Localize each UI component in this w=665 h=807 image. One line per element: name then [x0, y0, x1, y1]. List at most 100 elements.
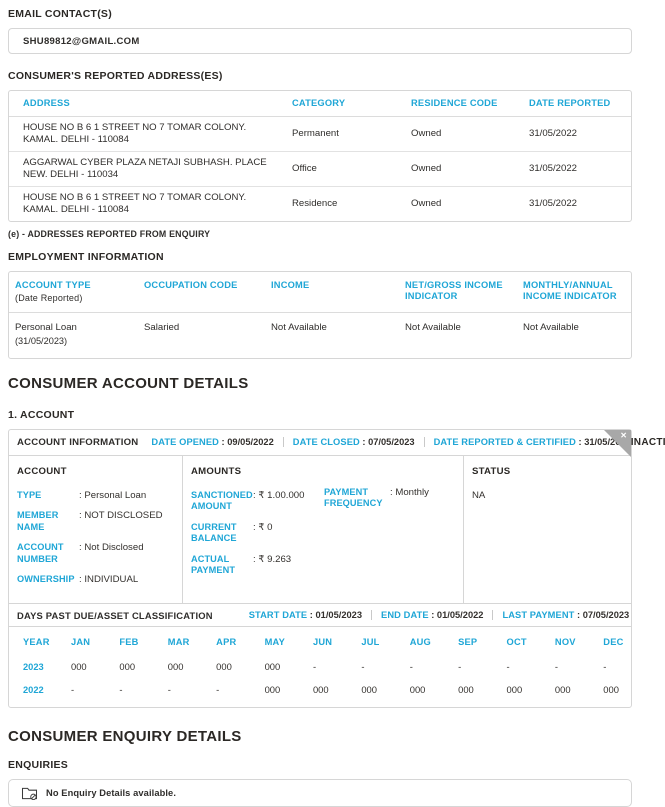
dpd-value: 000 — [167, 661, 184, 673]
employment-table: ACCOUNT TYPE (Date Reported) OCCUPATION … — [8, 271, 632, 359]
address-table-header: ADDRESS CATEGORY RESIDENCE CODE DATE REP… — [9, 91, 631, 118]
sanctioned-amount-label: SANCTIONED AMOUNT — [191, 489, 253, 512]
actual-payment-value: ₹ 9.263 — [253, 554, 291, 577]
address-section-title: CONSUMER'S REPORTED ADDRESS(ES) — [8, 70, 223, 82]
dpd-value: - — [603, 661, 607, 673]
amounts-column-heading: AMOUNTS — [191, 465, 242, 477]
ownership-label: OWNERSHIP — [17, 574, 75, 585]
sanctioned-amount-value: ₹ 1.00.000 — [253, 490, 304, 513]
dpd-row-2023: 2023 000 000 000 000 000 - - - - - - - — [9, 655, 631, 678]
current-balance-value: ₹ 0 — [253, 522, 272, 545]
address-footnote: (e) - ADDRESSES REPORTED FROM ENQUIRY — [8, 229, 211, 240]
account-number-label: ACCOUNT NUMBER — [17, 542, 64, 564]
occupation-code-cell: Salaried — [144, 322, 180, 334]
dpd-value: - — [506, 661, 510, 673]
account-information-label: ACCOUNT INFORMATION — [17, 436, 139, 448]
payment-frequency-value: Monthly — [390, 487, 429, 510]
address-cell: HOUSE NO B 6 1 STREET NO 7 TOMAR COLONY.… — [23, 192, 247, 216]
address-row: HOUSE NO B 6 1 STREET NO 7 TOMAR COLONY.… — [9, 186, 631, 221]
address-row: AGGARWAL CYBER PLAZA NETAJI SUBHASH. PLA… — [9, 151, 631, 186]
dpd-value: 000 — [264, 661, 281, 673]
dpd-col-dec: DEC — [603, 637, 624, 648]
start-date-label: START DATE — [248, 610, 308, 621]
dpd-col-jul: JUL — [361, 637, 380, 648]
date-closed-value: 07/05/2023 — [360, 437, 415, 447]
col-header-residence-code: RESIDENCE CODE — [411, 98, 498, 108]
dpd-value: 000 — [264, 684, 281, 696]
address-cell: AGGARWAL CYBER PLAZA NETAJI SUBHASH. PLA… — [23, 157, 267, 181]
residence-code-cell: Owned — [411, 198, 442, 210]
dpd-end-date: END DATE 01/05/2022 — [371, 610, 484, 621]
dpd-col-aug: AUG — [409, 637, 431, 648]
employment-section-title: EMPLOYMENT INFORMATION — [8, 251, 164, 264]
member-name-label: MEMBER NAME — [17, 510, 59, 532]
dpd-value: - — [409, 661, 413, 673]
current-balance-field: CURRENT BALANCE ₹ 0 — [191, 522, 455, 545]
address-cell: HOUSE NO B 6 1 STREET NO 7 TOMAR COLONY.… — [23, 122, 247, 146]
account-card-header: ACCOUNT INFORMATION DATE OPENED 09/05/20… — [9, 430, 665, 456]
col-header-address: ADDRESS — [23, 98, 70, 108]
account-type-value: Personal Loan — [15, 322, 77, 334]
address-table: ADDRESS CATEGORY RESIDENCE CODE DATE REP… — [8, 90, 632, 223]
close-icon[interactable]: ✕ — [620, 430, 627, 440]
date-reported-cell: 31/05/2022 — [529, 198, 578, 210]
dpd-col-mar: MAR — [167, 637, 190, 648]
payment-frequency-field: PAYMENT FREQUENCY Monthly — [324, 487, 429, 510]
dpd-col-feb: FEB — [119, 637, 139, 648]
address-row: HOUSE NO B 6 1 STREET NO 7 TOMAR COLONY.… — [9, 117, 631, 151]
dpd-value: 000 — [119, 661, 136, 673]
dpd-value: 000 — [216, 661, 232, 673]
date-reported-cell: 31/05/2022 — [529, 163, 578, 175]
date-closed: DATE CLOSED 07/05/2023 — [282, 437, 415, 447]
ownership-field: OWNERSHIP INDIVIDUAL — [17, 574, 174, 586]
dpd-value: - — [361, 661, 365, 673]
last-payment-value: 07/05/2023 — [574, 610, 630, 620]
col-header-account-type-line2: (Date Reported) — [15, 293, 83, 304]
date-reported-cell: 31/05/2022 — [529, 128, 578, 140]
category-cell: Permanent — [292, 128, 339, 140]
email-section-title: EMAIL CONTACT(S) — [8, 8, 112, 20]
dpd-col-nov: NOV — [554, 637, 576, 648]
dpd-value: 000 — [603, 684, 619, 696]
dpd-value: 000 — [312, 684, 329, 696]
ownership-value: INDIVIDUAL — [79, 574, 138, 586]
payment-frequency-label: PAYMENT FREQUENCY — [324, 486, 383, 509]
dpd-row-2022: 2022 - - - - 000 000 000 000 000 000 000… — [9, 678, 631, 701]
employment-table-header: ACCOUNT TYPE (Date Reported) OCCUPATION … — [9, 272, 631, 314]
dpd-year: 2022 — [23, 684, 44, 695]
date-opened: DATE OPENED 09/05/2022 — [151, 437, 273, 447]
col-header-account-type-line1: ACCOUNT TYPE — [15, 280, 91, 291]
account-number-field: ACCOUNT NUMBER Not Disclosed — [17, 542, 174, 565]
date-reported-certified: DATE REPORTED & CERTIFIED 31/05/2023 — [423, 437, 631, 447]
net-gross-indicator-cell: Not Available — [405, 322, 461, 334]
dpd-title: DAYS PAST DUE/ASSET CLASSIFICATION — [17, 609, 213, 621]
col-header-occupation-code: OCCUPATION CODE — [144, 280, 238, 291]
account-column: ACCOUNT TYPE Personal Loan MEMBER NAME N… — [9, 455, 183, 604]
enquiry-details-title: CONSUMER ENQUIRY DETAILS — [8, 728, 242, 746]
col-header-category: CATEGORY — [292, 98, 346, 108]
monthly-annual-indicator-cell: Not Available — [523, 322, 579, 334]
end-date-value: 01/05/2022 — [429, 610, 484, 620]
dpd-value: - — [312, 661, 317, 673]
employment-row: Personal Loan (31/05/2023) Salaried Not … — [9, 313, 631, 357]
dpd-col-oct: OCT — [506, 637, 527, 648]
col-header-account-type: ACCOUNT TYPE (Date Reported) — [9, 272, 138, 312]
date-reported-certified-label: DATE REPORTED & CERTIFIED — [433, 437, 576, 447]
status-column: STATUS NA — [464, 456, 631, 604]
enquiries-empty-box: No Enquiry Details available. — [8, 779, 632, 807]
dpd-year: 2023 — [23, 661, 44, 672]
dpd-value: 000 — [458, 684, 474, 696]
type-value: Personal Loan — [79, 490, 146, 502]
dpd-value: - — [71, 684, 75, 696]
type-label: TYPE — [17, 489, 42, 500]
amounts-column: AMOUNTS SANCTIONED AMOUNT ₹ 1.00.000 CUR… — [183, 455, 464, 604]
col-header-income: INCOME — [271, 280, 310, 291]
email-value: SHU89812@GMAIL.COM — [23, 35, 140, 47]
account-type-date: (31/05/2023) — [15, 336, 68, 346]
actual-payment-field: ACTUAL PAYMENT ₹ 9.263 — [191, 554, 455, 577]
residence-code-cell: Owned — [411, 163, 442, 175]
member-name-field: MEMBER NAME NOT DISCLOSED — [17, 510, 174, 533]
last-payment-label: LAST PAYMENT — [502, 610, 575, 621]
status-badge: INACTIVE — [630, 436, 665, 448]
dpd-col-sep: SEP — [458, 637, 478, 648]
